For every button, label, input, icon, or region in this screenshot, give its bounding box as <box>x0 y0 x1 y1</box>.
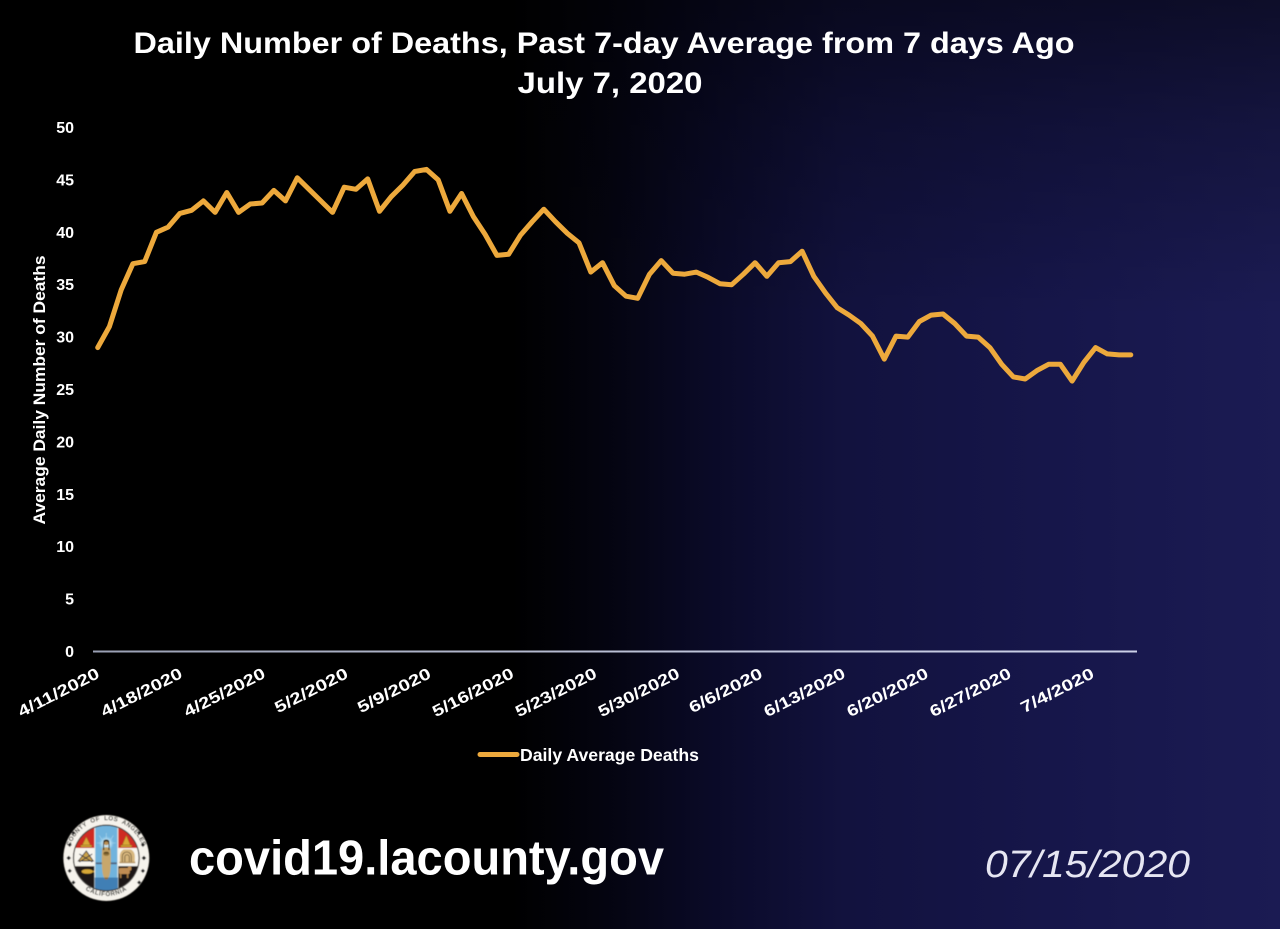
svg-text:25: 25 <box>56 382 74 399</box>
svg-text:0: 0 <box>65 644 74 661</box>
svg-text:35: 35 <box>56 277 74 294</box>
svg-text:40: 40 <box>56 225 74 242</box>
svg-text:45: 45 <box>56 172 74 189</box>
svg-text:Daily Number of Deaths, Past 7: Daily Number of Deaths, Past 7-day Avera… <box>134 27 1075 60</box>
svg-text:July 7, 2020: July 7, 2020 <box>518 67 703 100</box>
svg-text:50: 50 <box>56 120 74 137</box>
svg-text:Average Daily Number of Deaths: Average Daily Number of Deaths <box>30 256 49 525</box>
svg-text:20: 20 <box>56 434 74 451</box>
svg-text:30: 30 <box>56 330 74 347</box>
svg-text:5: 5 <box>65 592 74 609</box>
svg-text:10: 10 <box>56 539 74 556</box>
svg-text:covid19.lacounty.gov: covid19.lacounty.gov <box>189 831 664 886</box>
svg-text:15: 15 <box>56 487 74 504</box>
svg-text:Daily Average Deaths: Daily Average Deaths <box>520 745 699 765</box>
svg-text:07/15/2020: 07/15/2020 <box>985 844 1190 886</box>
